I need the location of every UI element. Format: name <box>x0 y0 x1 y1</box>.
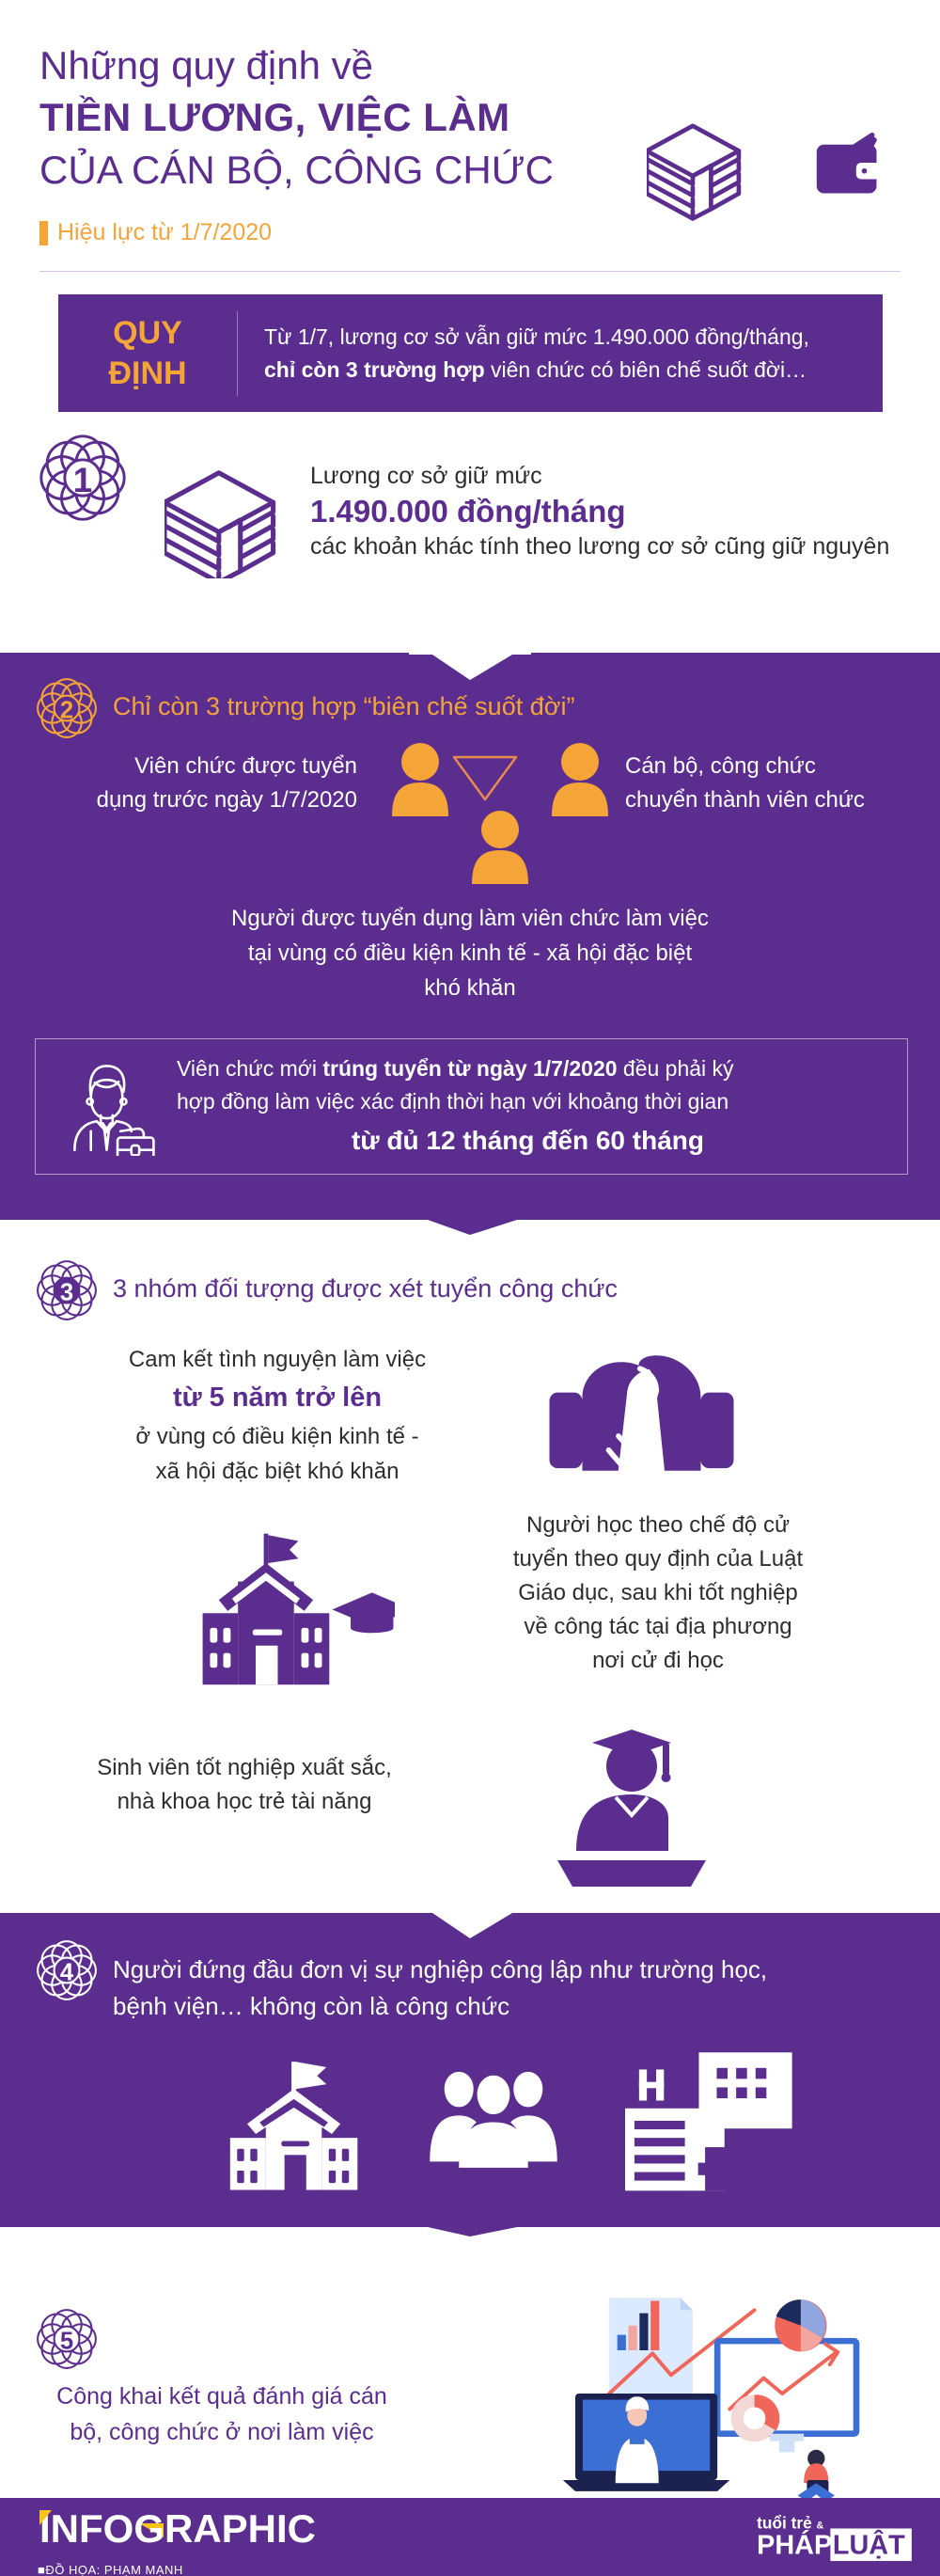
svg-text:tuổi trẻ &: tuổi trẻ & <box>757 2513 823 2532</box>
svg-text:4: 4 <box>60 1960 74 1986</box>
svg-text:PHÁP: PHÁP <box>757 2529 832 2561</box>
svg-text:5: 5 <box>60 2329 73 2355</box>
svg-text:INFOGRAPHIC: INFOGRAPHIC <box>39 2506 316 2551</box>
svg-text:2: 2 <box>60 698 73 724</box>
svg-text:LUẬT: LUẬT <box>833 2529 905 2561</box>
svg-text:3: 3 <box>60 1280 73 1306</box>
svg-text:1: 1 <box>73 461 92 499</box>
